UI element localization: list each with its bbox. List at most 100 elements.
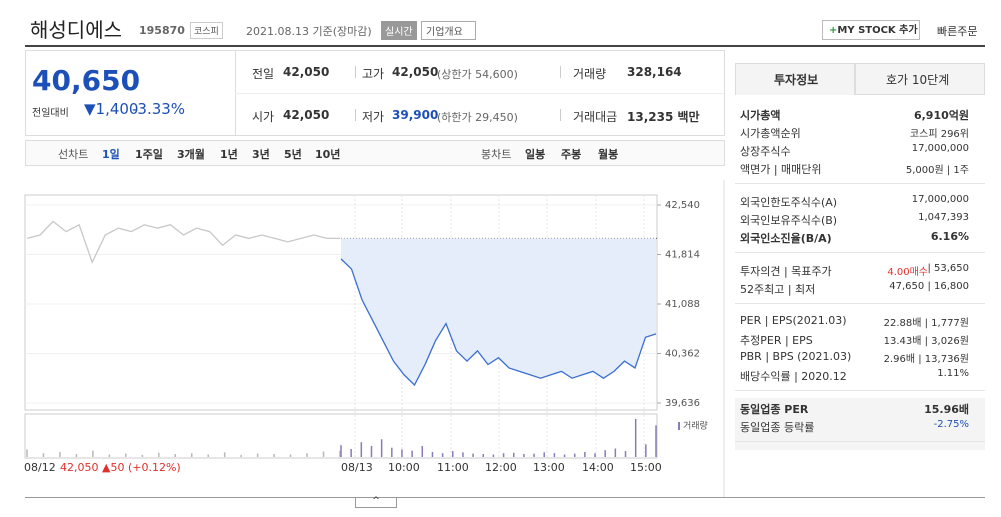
period-tab[interactable]: 1년 — [220, 148, 238, 161]
info-value: 22.88배 | 1,777원 — [883, 318, 969, 329]
volume-bar — [645, 444, 647, 457]
volume-bar — [306, 453, 308, 457]
info-label: 추정PER | EPS — [740, 334, 813, 347]
info-value: -2.75% — [933, 419, 969, 430]
cell-label: 저가 — [362, 110, 385, 124]
info-value: 2.96배 | 13,736원 — [883, 354, 969, 365]
volume-bar — [441, 453, 444, 457]
cell-label: 거래량 — [573, 67, 607, 81]
candle-tab[interactable]: 일봉 — [525, 148, 546, 161]
period-tab[interactable]: 5년 — [284, 148, 302, 161]
info-label: 시가총액 — [740, 109, 781, 122]
side-tab-label[interactable]: 투자정보 — [774, 73, 819, 87]
cell-label: 고가 — [362, 67, 385, 81]
side-tab[interactable] — [855, 63, 985, 95]
volume-bar — [273, 454, 275, 457]
info-label: PER | EPS(2021.03) — [740, 314, 847, 327]
volume-bar — [655, 425, 657, 457]
mystock-label: MY STOCK 추가 — [837, 25, 918, 36]
volume-bar — [190, 453, 193, 457]
period-tab[interactable]: 3개월 — [177, 148, 205, 161]
plot-frame — [24, 194, 658, 411]
change-label: 전일대비 — [32, 108, 69, 119]
x-tick-label: 11:00 — [437, 461, 469, 474]
info-value: 17,000,000 — [911, 194, 969, 205]
volume-bar — [59, 451, 61, 457]
cell-note: (하한가 29,450) — [437, 111, 518, 124]
period-tab[interactable]: 1일 — [102, 148, 120, 161]
volume-bar — [223, 452, 226, 457]
volume-bar — [634, 419, 637, 457]
change: ▼1,400 — [84, 100, 139, 118]
info-value: 5,000원 | 1주 — [905, 165, 969, 176]
info-value: 4.00매수 — [887, 267, 928, 278]
area — [341, 238, 656, 385]
volume-bar — [614, 448, 617, 457]
candle-tab[interactable]: 월봉 — [598, 148, 619, 161]
y-tick-label: 41,088 — [665, 299, 700, 310]
volume-bar — [240, 454, 242, 457]
info-value: | 53,650 — [927, 263, 969, 274]
group-rule — [735, 183, 985, 184]
info-value: 6.16% — [930, 230, 969, 243]
volume-bar — [289, 454, 292, 457]
side-tab-active[interactable] — [735, 63, 855, 95]
volume-bar — [492, 454, 495, 457]
x-tick-label: 08/12 — [24, 461, 56, 474]
stock-name: 해성디에스 — [30, 18, 122, 42]
info-label: PBR | BPS (2021.03) — [740, 350, 852, 363]
period-tab[interactable]: 1주일 — [135, 148, 163, 161]
info-label: 동일업종 등락률 — [740, 421, 815, 434]
volume-bar — [462, 452, 464, 457]
cell-value: 42,050 — [392, 65, 439, 79]
tab-label: 봉차트 — [481, 148, 512, 161]
volume-bar — [141, 454, 144, 457]
candle-tab[interactable]: 주봉 — [561, 148, 582, 161]
divider — [355, 66, 356, 78]
x-tick-label: 13:00 — [533, 461, 565, 474]
group-rule — [735, 441, 985, 442]
volume-bar — [125, 453, 127, 457]
volume-bar — [472, 453, 474, 457]
info-label: 외국인보유주식수(B) — [740, 214, 838, 227]
volume-bar — [174, 454, 177, 457]
volume-bar — [584, 451, 586, 457]
volume-bar — [543, 452, 545, 457]
group-rule — [735, 303, 985, 304]
tab-label: 선차트 — [58, 148, 89, 161]
header-rule — [25, 45, 985, 47]
info-value: 6,910억원 — [913, 109, 969, 122]
info-label: 시가총액순위 — [740, 127, 801, 140]
volume-bar — [340, 445, 342, 457]
cell-label: 거래대금 — [573, 110, 618, 124]
prev-summary: 42,050 ▲50 (+0.12%) — [60, 461, 181, 474]
info-label: 액면가 | 매매단위 — [740, 163, 822, 176]
info-label: 배당수익률 | 2020.12 — [740, 370, 847, 383]
info-label: 상장주식수 — [740, 145, 791, 158]
y-tick-label: 39,636 — [665, 398, 700, 409]
mystock-button[interactable]: + MY STOCK 추가 — [822, 20, 920, 40]
quick-order[interactable]: 빠른주문 — [937, 25, 978, 38]
volume-bar — [26, 449, 28, 457]
bottom-rule — [25, 497, 985, 498]
market-badge: 코스피 — [190, 22, 223, 39]
divider — [235, 93, 724, 94]
volume-bar — [502, 453, 505, 457]
info-label: 외국인한도주식수(A) — [740, 196, 838, 209]
overview-button[interactable]: 기업개요 — [421, 21, 476, 40]
group-rule — [735, 252, 985, 253]
realtime[interactable]: 실시간 — [381, 21, 417, 40]
chart: 42,540 41,814 41,088 40,362 39,636 08/12 08/13… — [24, 180, 725, 497]
side-tab-label[interactable]: 호가 10단계 — [886, 73, 950, 87]
info-value: 15.96배 — [924, 403, 969, 416]
cell-value: 328,164 — [627, 65, 682, 79]
info-value: 13.43배 | 3,026원 — [883, 336, 969, 347]
period-tab[interactable]: 3년 — [252, 148, 270, 161]
y-tick-label: 42,540 — [665, 200, 700, 211]
collapse-toggle[interactable]: ^ — [355, 497, 397, 508]
period-tab[interactable]: 10년 — [315, 148, 341, 161]
volume-bar — [523, 454, 525, 457]
volume-bar — [421, 446, 424, 457]
volume-bar — [207, 454, 209, 457]
